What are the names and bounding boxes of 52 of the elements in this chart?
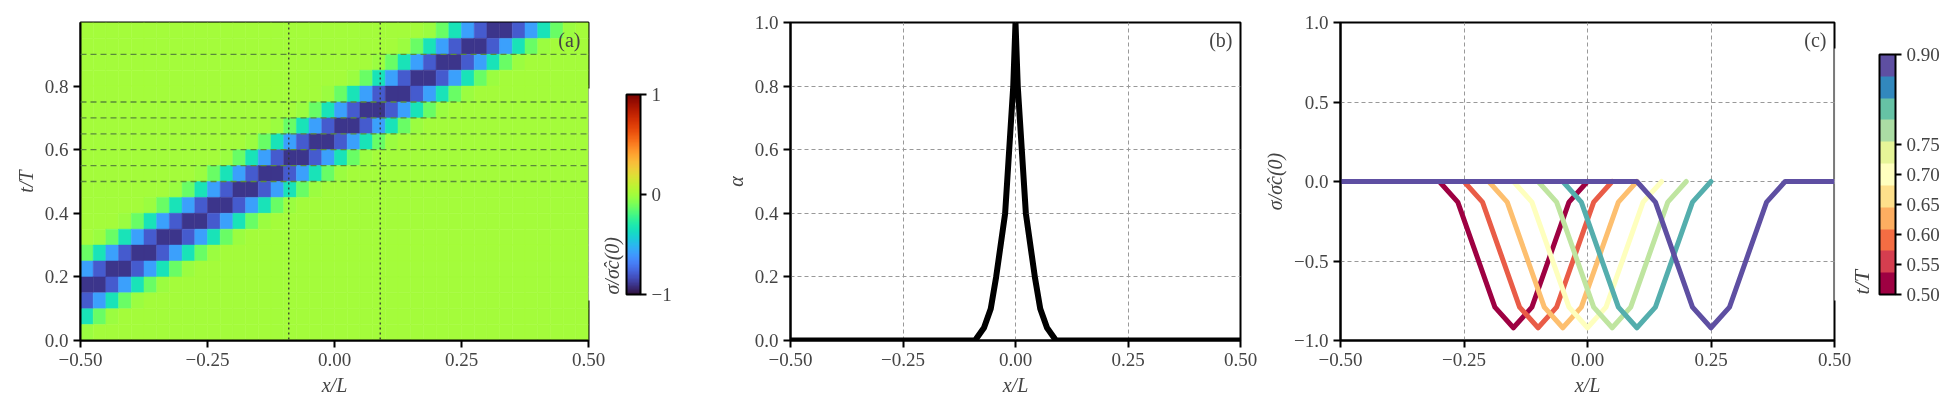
y-tick-label: 0.5 — [1304, 91, 1329, 113]
color-bar-label: −1 — [651, 284, 672, 305]
x-tick-label: −0.50 — [768, 348, 813, 370]
x-tick-label: 0.00 — [1570, 348, 1605, 370]
x-tick-label: 0.50 — [571, 348, 606, 370]
y-tick-label: 0.8 — [754, 75, 779, 97]
y-tick-label: −0.5 — [1294, 250, 1329, 272]
color-bar-label: 0.65 — [1906, 194, 1940, 215]
y-axis-title: σ/σ̂c(0) — [1264, 152, 1288, 211]
x-tick-label: 0.50 — [1817, 348, 1852, 370]
y-tick-label: 0.0 — [754, 330, 779, 351]
x-tick-label: 0.25 — [1111, 348, 1145, 370]
y-tick-label: 0.0 — [44, 330, 69, 351]
y-tick-label: 1.0 — [1304, 12, 1329, 33]
y-tick-label: 0.0 — [1304, 171, 1329, 192]
color-bar-title: t/T — [1848, 268, 1874, 295]
y-axis-title: α — [724, 175, 747, 187]
y-tick-label: 0.6 — [754, 139, 779, 161]
x-axis-title: x/L — [1001, 373, 1029, 396]
color-bar-label: 0.75 — [1906, 134, 1940, 155]
color-bar-label: 1 — [651, 84, 661, 105]
color-bar-label: 0.50 — [1906, 284, 1940, 305]
annotation: (b) — [1209, 28, 1233, 52]
x-tick-label: −0.25 — [185, 348, 230, 370]
annotation: (a) — [558, 28, 581, 52]
x-tick-label: −0.50 — [1318, 348, 1363, 370]
color-bar-title: σ/σ̂c(0) — [600, 236, 624, 295]
x-tick-label: −0.50 — [58, 348, 103, 370]
color-bar-label: 0.70 — [1906, 164, 1940, 185]
y-tick-label: 0.2 — [754, 266, 779, 288]
x-tick-label: 0.25 — [444, 348, 479, 370]
y-axis-title: t/T — [14, 168, 37, 193]
x-axis-title: x/L — [320, 373, 348, 396]
y-tick-label: 0.4 — [44, 202, 69, 224]
color-bar-label: 0.60 — [1906, 224, 1940, 245]
x-tick-label: 0.00 — [998, 348, 1033, 370]
y-tick-label: 1.0 — [754, 12, 779, 33]
x-tick-label: 0.50 — [1223, 348, 1258, 370]
x-tick-label: −0.25 — [881, 348, 925, 370]
y-tick-label: 0.4 — [754, 202, 779, 224]
y-tick-label: 0.2 — [44, 266, 69, 288]
color-bar-label: 0 — [651, 184, 661, 205]
x-tick-label: −0.25 — [1442, 348, 1486, 370]
annotation: (c) — [1804, 28, 1827, 52]
y-tick-label: −1.0 — [1294, 330, 1329, 351]
y-tick-label: 0.8 — [44, 75, 69, 97]
x-tick-label: 0.00 — [317, 348, 352, 370]
x-tick-label: 0.25 — [1694, 348, 1728, 370]
x-axis-title: x/L — [1573, 373, 1601, 396]
color-bar-label: 0.90 — [1906, 44, 1940, 65]
color-bar-label: 0.55 — [1906, 254, 1940, 275]
y-tick-label: 0.6 — [44, 139, 69, 161]
